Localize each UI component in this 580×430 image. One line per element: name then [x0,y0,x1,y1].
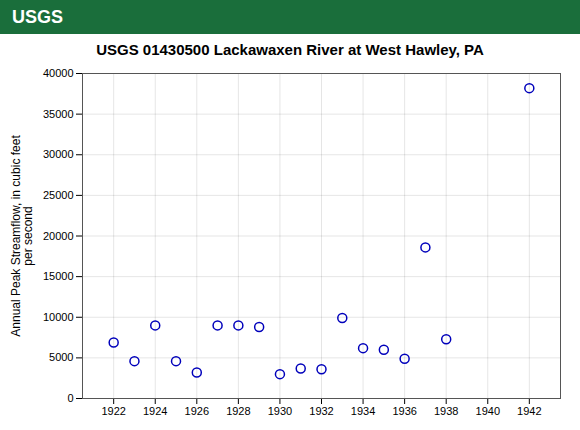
svg-text:1936: 1936 [392,405,416,417]
svg-text:1942: 1942 [517,405,541,417]
svg-text:40000: 40000 [43,67,74,79]
svg-text:10000: 10000 [43,311,74,323]
svg-text:1926: 1926 [185,405,209,417]
svg-text:1932: 1932 [309,405,333,417]
svg-text:25000: 25000 [43,189,74,201]
svg-text:30000: 30000 [43,148,74,160]
svg-text:1940: 1940 [476,405,500,417]
svg-text:5000: 5000 [49,351,73,363]
svg-text:1930: 1930 [268,405,292,417]
svg-text:1938: 1938 [434,405,458,417]
svg-text:1928: 1928 [226,405,250,417]
svg-text:20000: 20000 [43,230,74,242]
svg-text:1934: 1934 [351,405,375,417]
svg-text:0: 0 [67,392,73,404]
svg-text:1924: 1924 [143,405,167,417]
svg-text:1922: 1922 [101,405,125,417]
html-text:USGS: USGS [12,6,63,27]
svg-text:Annual Peak Streamflow, in cub: Annual Peak Streamflow, in cubic feetper… [9,135,35,337]
svg-text:15000: 15000 [43,270,74,282]
html-text:USGS 01430500 Lackawaxen River: USGS 01430500 Lackawaxen River at West H… [96,41,484,58]
svg-text:35000: 35000 [43,108,74,120]
